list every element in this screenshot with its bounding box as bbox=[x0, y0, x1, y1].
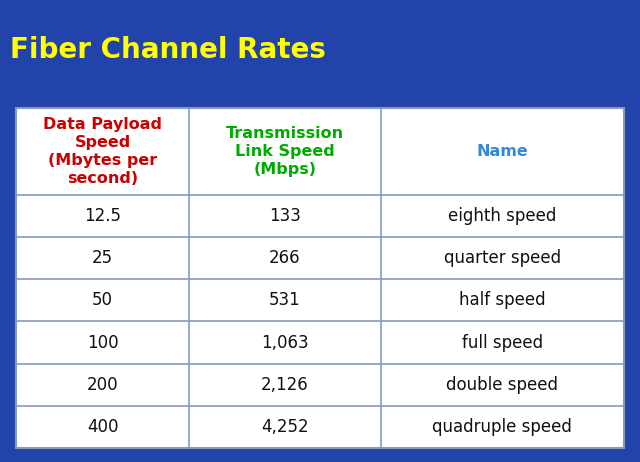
Bar bbox=[16, 108, 624, 448]
Text: 1,063: 1,063 bbox=[261, 334, 309, 352]
Text: full speed: full speed bbox=[462, 334, 543, 352]
Text: Data Payload
Speed
(Mbytes per
second): Data Payload Speed (Mbytes per second) bbox=[43, 117, 162, 186]
Text: Transmission
Link Speed
(Mbps): Transmission Link Speed (Mbps) bbox=[226, 126, 344, 177]
Text: 4,252: 4,252 bbox=[261, 418, 309, 436]
Text: eighth speed: eighth speed bbox=[448, 207, 557, 225]
Text: Name: Name bbox=[477, 144, 528, 159]
Bar bbox=[0, 0, 640, 100]
Text: 100: 100 bbox=[87, 334, 118, 352]
Text: Fiber Channel Rates: Fiber Channel Rates bbox=[10, 36, 326, 64]
Text: 12.5: 12.5 bbox=[84, 207, 121, 225]
Text: 133: 133 bbox=[269, 207, 301, 225]
Text: 531: 531 bbox=[269, 292, 301, 310]
Text: 50: 50 bbox=[92, 292, 113, 310]
Text: 2,126: 2,126 bbox=[261, 376, 309, 394]
Text: 266: 266 bbox=[269, 249, 301, 267]
Text: quarter speed: quarter speed bbox=[444, 249, 561, 267]
Text: half speed: half speed bbox=[459, 292, 546, 310]
Text: 25: 25 bbox=[92, 249, 113, 267]
Text: 400: 400 bbox=[87, 418, 118, 436]
Text: quadruple speed: quadruple speed bbox=[433, 418, 572, 436]
Text: 200: 200 bbox=[87, 376, 118, 394]
Text: double speed: double speed bbox=[447, 376, 558, 394]
